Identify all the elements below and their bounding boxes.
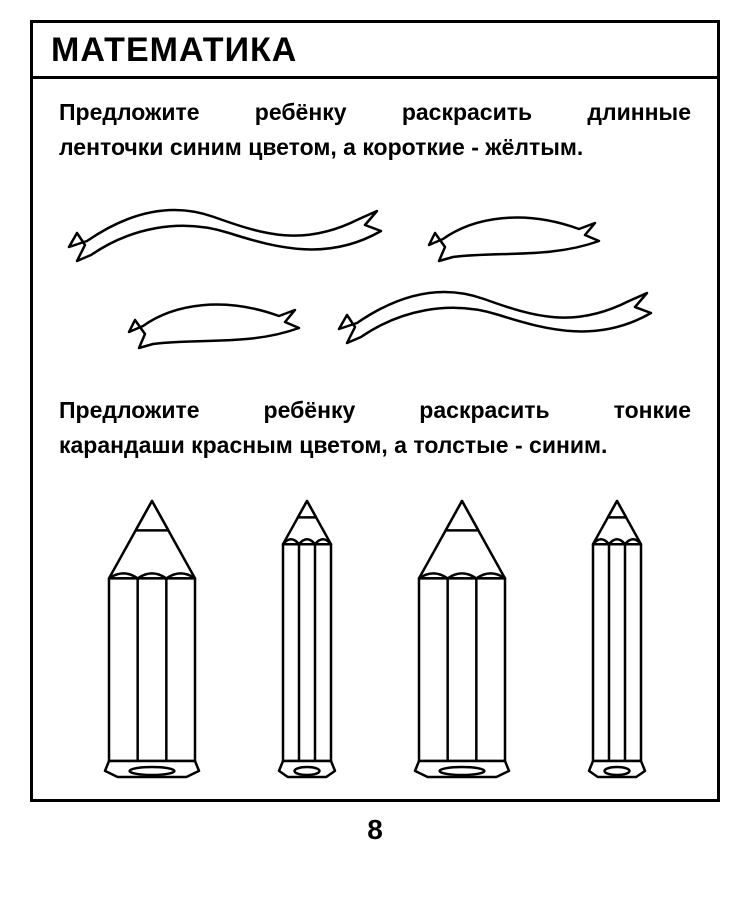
pencils-illustration (59, 479, 691, 779)
ribbons-illustration (59, 181, 691, 371)
long-ribbon-icon (339, 292, 651, 343)
task2-line1: Предложите ребёнку раскрасить тонкие (59, 395, 691, 426)
short-ribbon-icon (129, 305, 299, 348)
page-frame: МАТЕМАТИКА Предложите ребёнку раскрасить… (30, 20, 720, 802)
page-title: МАТЕМАТИКА (51, 31, 699, 70)
page-number: 8 (30, 814, 720, 846)
long-ribbon-icon (69, 210, 381, 261)
content-area: Предложите ребёнку раскрасить длинные ле… (33, 79, 717, 799)
worksheet-page: МАТЕМАТИКА Предложите ребёнку раскрасить… (0, 0, 750, 856)
thin-pencil-icon (273, 499, 341, 779)
task1-line2: ленточки синим цветом, а короткие - жёлт… (59, 132, 691, 163)
thick-pencil-icon (99, 499, 205, 779)
title-block: МАТЕМАТИКА (33, 23, 717, 79)
task2-line2: карандаши красным цветом, а толстые - си… (59, 430, 691, 461)
thick-pencil-icon (409, 499, 515, 779)
short-ribbon-icon (429, 218, 599, 261)
task1-line1: Предложите ребёнку раскрасить длинные (59, 97, 691, 128)
thin-pencil-icon (583, 499, 651, 779)
